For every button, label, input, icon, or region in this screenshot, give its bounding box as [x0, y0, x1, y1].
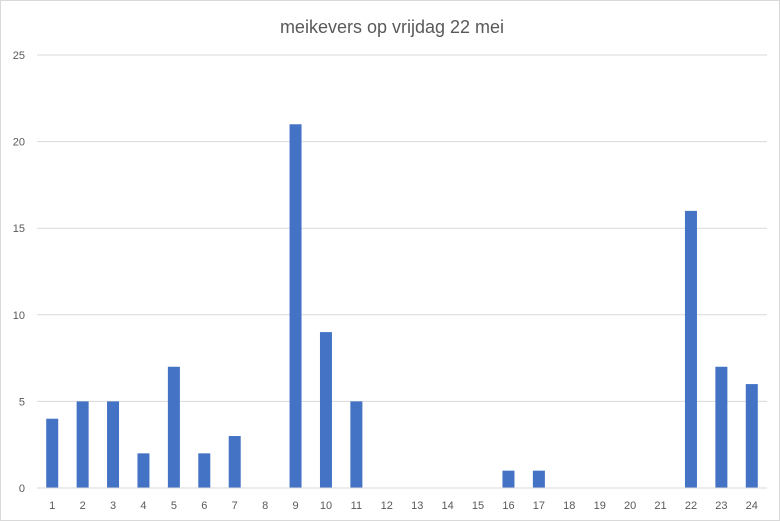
x-tick-label: 15	[472, 500, 484, 512]
x-tick-label: 8	[262, 500, 268, 512]
x-tick-label: 9	[292, 500, 298, 512]
bar-6	[198, 453, 211, 488]
x-tick-label: 17	[533, 500, 545, 512]
x-tick-label: 2	[80, 500, 86, 512]
bar-7	[228, 436, 241, 488]
x-tick-label: 18	[563, 500, 575, 512]
x-tick-label: 20	[624, 500, 636, 512]
x-tick-label: 21	[654, 500, 666, 512]
y-tick-label: 25	[13, 50, 25, 62]
bar-24	[745, 384, 758, 488]
x-tick-label: 22	[685, 500, 697, 512]
x-tick-label: 13	[411, 500, 423, 512]
bar-1	[46, 418, 59, 488]
x-tick-label: 16	[502, 500, 514, 512]
x-tick-label: 4	[140, 500, 146, 512]
y-tick-label: 5	[19, 396, 25, 408]
bar-series	[46, 124, 758, 488]
bar-4	[137, 453, 150, 488]
chart-title: meikevers op vrijdag 22 mei	[280, 17, 504, 37]
x-tick-label: 3	[110, 500, 116, 512]
x-tick-label: 10	[320, 500, 332, 512]
x-tick-label: 14	[442, 500, 454, 512]
y-tick-label: 0	[19, 483, 25, 495]
bar-23	[715, 366, 728, 488]
y-tick-label: 10	[13, 310, 25, 322]
x-axis-tick-labels: 1 2 3 4 5 6 7 8 9 10 11 12 13 14 15 16 17 18 19 20 21 22 23 24	[49, 500, 758, 512]
x-tick-label: 11	[351, 500, 362, 512]
y-tick-label: 15	[13, 223, 25, 235]
x-tick-label: 24	[746, 500, 758, 512]
bar-22	[684, 210, 697, 488]
bar-10	[319, 332, 332, 488]
bar-16	[502, 470, 515, 488]
y-tick-label: 20	[13, 137, 25, 149]
x-tick-label: 12	[381, 500, 393, 512]
bar-17	[532, 470, 545, 488]
bar-2	[76, 401, 89, 488]
x-tick-label: 23	[715, 500, 727, 512]
x-tick-label: 5	[171, 500, 177, 512]
gridlines	[37, 54, 767, 402]
x-tick-label: 1	[49, 500, 55, 512]
x-tick-label: 19	[594, 500, 606, 512]
bar-5	[167, 366, 180, 488]
bar-11	[350, 401, 363, 488]
bar-3	[107, 401, 120, 488]
bar-9	[289, 124, 302, 488]
x-tick-label: 6	[201, 500, 207, 512]
x-tick-label: 7	[232, 500, 238, 512]
y-axis-tick-labels: 0 5 10 15 20 25	[13, 50, 25, 495]
